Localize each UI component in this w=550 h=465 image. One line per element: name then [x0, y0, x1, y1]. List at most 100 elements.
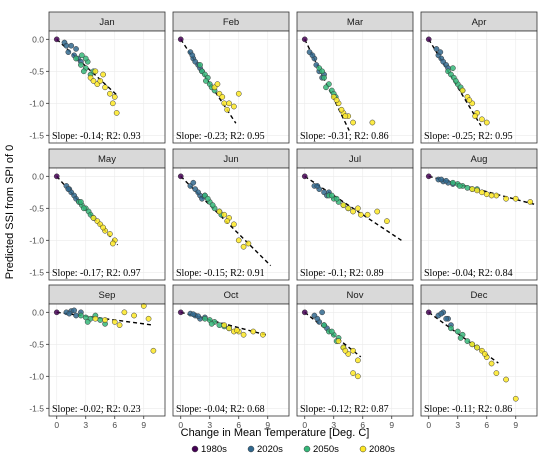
- y-tick-label: -0.5: [29, 203, 44, 213]
- data-point-2080s: [503, 376, 509, 383]
- slope-annotation: Slope: -0.1; R2: 0.89: [300, 268, 384, 279]
- data-point-2020s: [195, 313, 201, 320]
- legend-label: 2020s: [257, 444, 283, 455]
- data-point-2050s: [80, 68, 87, 75]
- data-point-1980s: [177, 309, 184, 316]
- facet-strip-label: Jan: [99, 17, 114, 28]
- data-point-2080s: [479, 116, 485, 123]
- data-point-2080s: [355, 205, 361, 212]
- data-point-1980s: [53, 36, 60, 43]
- data-point-2080s: [100, 71, 106, 78]
- x-tick-label: 3: [207, 420, 212, 430]
- data-point-2020s: [65, 186, 72, 192]
- data-point-2080s: [483, 191, 490, 198]
- legend-swatch: [247, 445, 255, 453]
- data-point-2020s: [73, 312, 79, 319]
- data-point-2080s: [145, 315, 152, 322]
- data-point-2080s: [219, 94, 226, 100]
- x-tick-label: 6: [112, 420, 117, 430]
- facet-panel-oct: Oct Slope: -0.04; R2: 0.68 0 3 6 9: [172, 284, 290, 430]
- data-point-2050s: [209, 202, 216, 208]
- y-tick-label: 0.0: [32, 34, 44, 44]
- data-point-2080s: [131, 312, 137, 319]
- data-point-2050s: [78, 312, 84, 319]
- panel-border: [420, 303, 538, 417]
- legend-item-2020s: 2020s: [247, 444, 283, 455]
- data-point-2050s: [464, 338, 471, 344]
- data-point-2020s: [433, 46, 440, 52]
- data-point-2050s: [78, 199, 84, 205]
- data-point-2080s: [384, 218, 390, 224]
- y-tick-label: -1.5: [29, 130, 44, 140]
- slope-annotation: Slope: -0.04; R2: 0.68: [176, 404, 265, 415]
- data-point-2020s: [190, 311, 197, 318]
- data-point-2050s: [464, 184, 471, 191]
- data-point-2050s: [452, 78, 459, 84]
- x-tick-label: 9: [265, 420, 270, 430]
- data-point-2050s: [457, 335, 464, 341]
- data-point-2050s: [202, 315, 208, 322]
- legend-swatch: [359, 445, 367, 453]
- data-point-2080s: [355, 357, 361, 364]
- data-point-2080s: [221, 100, 228, 107]
- data-point-2050s: [321, 322, 327, 328]
- facet-strip-label: Jun: [223, 154, 238, 165]
- data-point-2080s: [97, 78, 104, 84]
- data-point-2050s: [450, 65, 456, 71]
- facet-panels: Jan Slope: -0.14; R2: 0.93 0.0 -0.5 -1.0 -1.5…: [29, 11, 538, 430]
- x-tick-label: 0: [54, 420, 59, 430]
- data-point-2050s: [197, 62, 203, 68]
- data-point-2080s: [233, 327, 240, 334]
- facet-strip-label: Oct: [224, 290, 239, 301]
- facet-strip-label: Dec: [471, 290, 488, 301]
- y-tick-label: -0.5: [29, 66, 44, 76]
- data-point-2080s: [240, 243, 247, 250]
- data-point-2080s: [240, 331, 247, 338]
- data-point-2080s: [235, 237, 242, 244]
- data-point-2080s: [100, 224, 106, 231]
- data-point-2020s: [63, 42, 70, 49]
- data-point-1980s: [177, 36, 184, 43]
- panel-border: [172, 303, 290, 417]
- data-point-2080s: [479, 189, 485, 196]
- data-point-2080s: [102, 317, 108, 323]
- y-tick-label: 0.0: [32, 171, 44, 181]
- data-point-2080s: [369, 119, 376, 126]
- data-point-2080s: [90, 78, 97, 84]
- data-point-2080s: [350, 208, 356, 215]
- data-point-2080s: [116, 322, 123, 328]
- data-point-2050s: [203, 78, 209, 84]
- data-point-2080s: [102, 84, 108, 91]
- plot-area: [173, 31, 289, 143]
- y-tick-label: -1.0: [29, 371, 44, 381]
- slope-annotation: Slope: -0.14; R2: 0.93: [52, 131, 141, 142]
- data-point-2020s: [438, 310, 445, 317]
- data-point-2050s: [73, 55, 79, 62]
- plot-area: [173, 304, 289, 416]
- y-tick-label: -1.0: [29, 98, 44, 108]
- facet-panel-may: May Slope: -0.17; R2: 0.97 0.0 -0.5 -1.0 -1.5: [29, 148, 166, 281]
- data-point-2080s: [512, 395, 519, 402]
- data-point-2080s: [340, 202, 347, 208]
- data-point-2080s: [111, 94, 118, 100]
- data-point-2050s: [328, 328, 335, 335]
- slope-annotation: Slope: -0.04; R2: 0.84: [424, 268, 513, 279]
- slope-annotation: Slope: -0.15; R2: 0.91: [176, 268, 265, 279]
- data-point-2080s: [374, 208, 381, 215]
- panel-border: [296, 303, 414, 417]
- data-point-2080s: [493, 192, 500, 199]
- data-point-1980s: [301, 36, 308, 43]
- data-point-2080s: [235, 90, 242, 97]
- data-point-2080s: [483, 119, 490, 126]
- data-point-2020s: [437, 49, 444, 55]
- data-point-1980s: [177, 173, 184, 180]
- x-tick-label: 9: [513, 420, 518, 430]
- data-point-2080s: [342, 347, 349, 354]
- data-point-2020s: [73, 46, 79, 52]
- data-point-2050s: [333, 195, 340, 202]
- data-point-2020s: [189, 52, 196, 59]
- data-point-2080s: [250, 328, 257, 335]
- slope-annotation: Slope: -0.11; R2: 0.86: [424, 404, 512, 415]
- data-point-2080s: [140, 303, 147, 309]
